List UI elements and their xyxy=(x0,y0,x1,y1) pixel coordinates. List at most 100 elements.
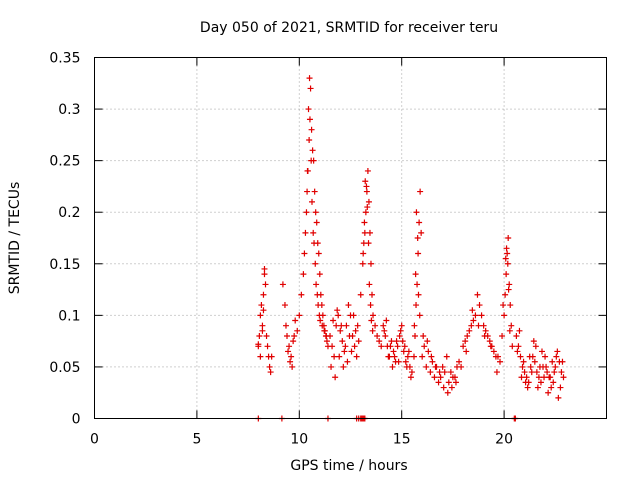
data-point xyxy=(285,348,292,355)
data-point xyxy=(336,353,343,360)
data-point xyxy=(468,322,475,329)
data-point xyxy=(463,348,470,355)
data-point xyxy=(437,374,444,381)
data-point xyxy=(547,374,554,381)
data-point xyxy=(308,198,315,205)
data-point xyxy=(398,322,405,329)
data-point xyxy=(389,363,396,370)
data-point xyxy=(447,369,454,376)
data-point xyxy=(306,137,313,144)
data-point xyxy=(266,363,273,370)
data-point xyxy=(428,353,435,360)
data-point xyxy=(408,369,415,376)
data-point xyxy=(291,332,298,339)
data-point xyxy=(411,322,418,329)
data-point xyxy=(493,369,500,376)
data-point xyxy=(514,348,521,355)
data-point xyxy=(472,312,479,319)
data-point xyxy=(545,389,552,396)
data-point xyxy=(296,312,303,319)
data-point xyxy=(284,332,291,339)
x-axis-label: GPS time / hours xyxy=(290,458,407,474)
data-point xyxy=(462,338,469,345)
data-point xyxy=(423,363,430,370)
data-point xyxy=(487,343,494,350)
y-tick-label: 0.35 xyxy=(49,51,80,67)
data-point xyxy=(313,281,320,288)
data-point xyxy=(441,369,448,376)
data-point xyxy=(458,363,465,370)
data-point xyxy=(503,245,510,252)
data-point xyxy=(439,363,446,370)
data-point xyxy=(307,85,314,92)
data-point xyxy=(541,374,548,381)
data-point xyxy=(413,209,420,216)
data-point xyxy=(524,384,531,391)
data-point xyxy=(267,369,274,376)
data-point xyxy=(304,167,311,174)
y-tick-label: 0.1 xyxy=(58,308,80,324)
data-point xyxy=(475,322,482,329)
data-point xyxy=(520,358,527,365)
data-point xyxy=(343,322,350,329)
data-point xyxy=(414,281,421,288)
data-point xyxy=(309,147,316,154)
data-point xyxy=(302,229,309,236)
data-point xyxy=(257,312,264,319)
data-point xyxy=(403,363,410,370)
grid-lines xyxy=(94,57,607,419)
data-point xyxy=(258,302,265,309)
data-point xyxy=(505,286,512,293)
data-point xyxy=(363,183,370,190)
data-point xyxy=(333,322,340,329)
data-point xyxy=(552,363,559,370)
data-point xyxy=(550,379,557,386)
data-point xyxy=(464,332,471,339)
x-tick-label: 15 xyxy=(393,432,411,448)
data-point xyxy=(445,379,452,386)
data-point xyxy=(557,384,564,391)
data-point xyxy=(432,363,439,370)
data-point xyxy=(502,255,509,262)
data-point xyxy=(268,353,275,360)
data-point xyxy=(360,250,367,257)
data-point xyxy=(370,312,377,319)
data-point xyxy=(385,353,392,360)
data-point xyxy=(298,291,305,298)
data-point xyxy=(380,322,387,329)
data-point xyxy=(499,332,506,339)
data-point xyxy=(417,188,424,195)
data-point xyxy=(346,332,353,339)
data-point xyxy=(420,332,427,339)
data-point xyxy=(429,358,436,365)
data-point xyxy=(289,363,296,370)
data-point xyxy=(435,379,442,386)
data-point xyxy=(504,250,511,257)
data-point xyxy=(368,317,375,324)
data-point xyxy=(419,353,426,360)
data-point xyxy=(364,167,371,174)
data-point xyxy=(526,353,533,360)
data-point xyxy=(261,271,268,278)
data-point xyxy=(555,394,562,401)
data-point xyxy=(536,363,543,370)
data-point xyxy=(374,332,381,339)
data-point xyxy=(531,358,538,365)
x-tick-label: 20 xyxy=(495,432,513,448)
data-point xyxy=(519,363,526,370)
data-point xyxy=(255,341,262,348)
data-point xyxy=(311,240,318,247)
data-point xyxy=(401,343,408,350)
data-point xyxy=(391,353,398,360)
data-point xyxy=(558,369,565,376)
data-point xyxy=(361,229,368,236)
data-point xyxy=(367,302,374,309)
data-point xyxy=(304,188,311,195)
data-point xyxy=(348,348,355,355)
data-point xyxy=(303,209,310,216)
y-axis-label: SRMTID / TECUs xyxy=(7,182,23,295)
data-point xyxy=(352,327,359,334)
data-point xyxy=(466,327,473,334)
data-point xyxy=(306,75,313,82)
y-tick-label: 0 xyxy=(72,412,81,428)
